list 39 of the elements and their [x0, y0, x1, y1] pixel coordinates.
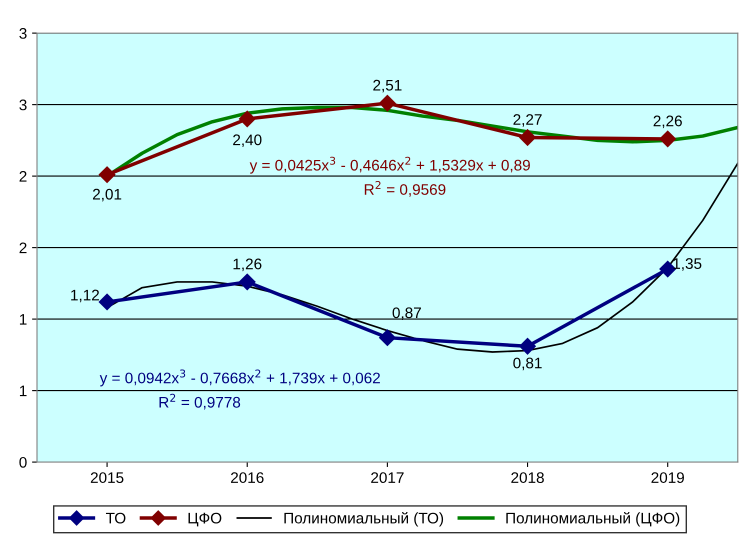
data-label: 1,35	[673, 258, 702, 271]
y-tick-label: 2	[20, 170, 27, 182]
annotation: y = 0,0425x$^{3}$ - 0,4646x$^{2}$ + 1,5329x + 0,89	[250, 156, 530, 174]
annotation: R$^{2}$ = 0,9778	[160, 394, 240, 410]
point	[659, 130, 676, 148]
data-label: 2,26	[654, 116, 682, 128]
y-tick-label: 3	[19, 28, 27, 39]
annotation: R$^{2}$ = 0,9569	[364, 181, 446, 197]
x-tick-label: 2019	[651, 472, 684, 484]
x-tick-label: 2016	[231, 472, 264, 484]
point	[98, 166, 116, 184]
legend-label: Полиномиальный (ЦФО)	[506, 512, 680, 527]
y-tick-label: 2	[20, 242, 27, 254]
point	[519, 338, 536, 355]
data-label: 2,51	[373, 80, 402, 92]
legend-label: ЦФО	[188, 512, 222, 526]
legend-label: Полиномиальный (ТО)	[284, 512, 444, 527]
point	[238, 274, 256, 290]
point	[238, 110, 256, 128]
y-tick-label: 1	[20, 386, 27, 396]
legend-label: ТО	[106, 512, 126, 524]
x-tick-label: 2015	[90, 472, 124, 484]
x-tick-label: 2018	[511, 472, 544, 484]
data-label: 0,81	[513, 358, 542, 370]
x-tick-label: 2017	[371, 472, 404, 484]
data-label: 2,27	[513, 114, 542, 127]
data-label: 0,87	[392, 307, 421, 320]
data-label: 1,26	[234, 258, 262, 272]
data-label: 1,12	[71, 290, 99, 302]
y-tick-label: 1	[20, 314, 27, 325]
annotation: y = 0,0942x$^{3}$ - 0,7668x$^{2}$ + 1,739x + 0,062	[100, 369, 380, 386]
point	[379, 94, 396, 112]
y-tick-label: 0	[19, 456, 27, 468]
point	[519, 129, 536, 146]
y-tick-label: 3	[19, 99, 27, 110]
data-label: 2,01	[92, 188, 122, 202]
data-label: 2,40	[233, 134, 262, 148]
point	[379, 329, 396, 346]
point	[98, 294, 116, 310]
